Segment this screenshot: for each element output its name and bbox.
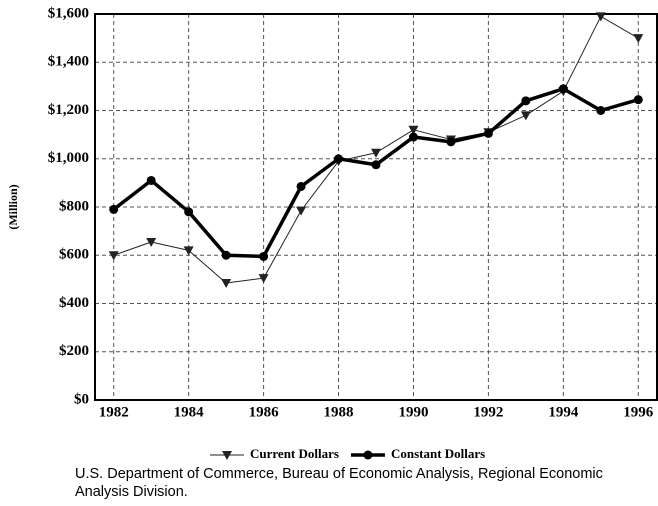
marker xyxy=(109,204,119,214)
marker xyxy=(183,246,194,256)
x-tick-label: 1994 xyxy=(548,404,579,420)
y-tick-label: $1,000 xyxy=(48,150,89,166)
legend-label: Current Dollars xyxy=(250,446,339,460)
marker xyxy=(520,111,531,121)
marker xyxy=(558,84,568,94)
y-tick-label: $400 xyxy=(59,295,89,311)
marker xyxy=(258,274,269,284)
y-tick-label: $1,200 xyxy=(48,102,89,118)
marker xyxy=(334,154,344,164)
y-tick-label: $1,600 xyxy=(48,5,89,21)
chart: (Million) $0 $200 $400 $600 $800 $1,000 $1,200… xyxy=(6,5,658,460)
marker xyxy=(521,96,531,106)
marker xyxy=(296,181,306,191)
marker xyxy=(296,206,307,216)
y-tick-label: $1,400 xyxy=(48,54,89,70)
series-line xyxy=(112,87,639,259)
legend-marker xyxy=(222,451,232,460)
marker xyxy=(483,128,493,138)
plot-frame xyxy=(94,13,658,401)
marker xyxy=(595,12,606,22)
marker xyxy=(184,207,194,217)
source-note: U.S. Department of Commerce, Bureau of E… xyxy=(75,466,603,500)
marker xyxy=(408,132,418,142)
y-tick-label: $600 xyxy=(59,247,89,263)
marker xyxy=(633,34,644,44)
y-axis-label: (Million) xyxy=(6,184,20,229)
marker xyxy=(633,95,643,105)
x-tick-label: 1984 xyxy=(174,404,205,420)
marker xyxy=(108,251,119,261)
legend-marker xyxy=(363,450,373,460)
x-tick-label: 1986 xyxy=(249,404,280,420)
legend-label: Constant Dollars xyxy=(391,446,485,460)
marker xyxy=(259,251,269,261)
x-tick-label: 1990 xyxy=(398,404,428,420)
marker xyxy=(596,106,606,115)
marker xyxy=(371,148,381,158)
y-tick-label: $200 xyxy=(59,343,89,359)
y-tick-label: $800 xyxy=(59,198,89,214)
marker xyxy=(146,175,156,185)
x-tick-label: 1996 xyxy=(623,404,654,420)
y-tick-label: $0 xyxy=(74,391,89,407)
marker xyxy=(446,137,456,147)
marker xyxy=(221,278,232,288)
marker xyxy=(146,237,157,247)
marker xyxy=(221,250,231,260)
x-tick-label: 1982 xyxy=(99,404,129,420)
x-tick-label: 1992 xyxy=(473,404,503,420)
marker xyxy=(408,125,419,135)
x-tick-label: 1988 xyxy=(324,404,354,420)
marker xyxy=(371,160,381,170)
